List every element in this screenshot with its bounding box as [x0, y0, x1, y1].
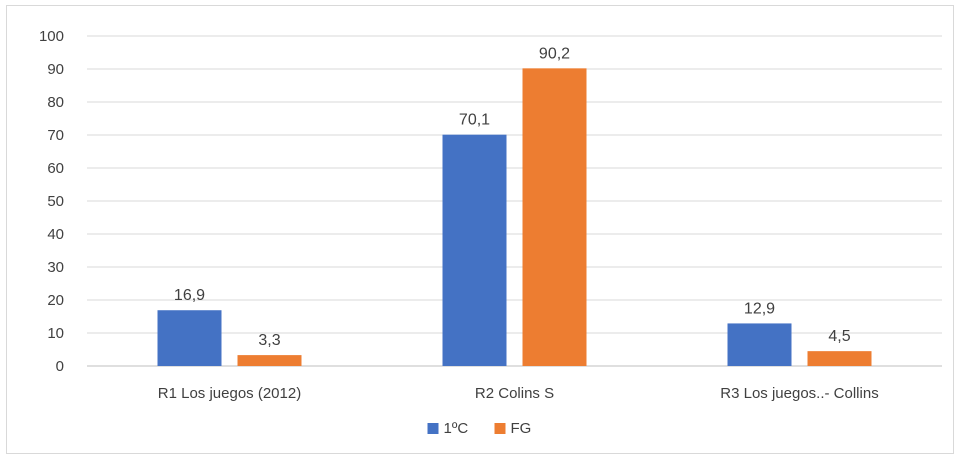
gridlines [87, 35, 942, 367]
y-tick-label: 50 [47, 193, 64, 210]
y-axis-ticks: 0 10 20 30 40 50 60 70 80 90 100 [39, 28, 64, 375]
y-tick-label: 20 [47, 292, 64, 309]
y-tick-label: 10 [47, 325, 64, 342]
y-tick-label: 30 [47, 259, 64, 276]
category-label: R3 Los juegos..- Collins [720, 385, 878, 402]
data-label: 16,9 [174, 287, 205, 304]
legend: 1ºC FG [427, 420, 532, 437]
bar-series2-2 [522, 68, 587, 366]
category-label: R2 Colins S [475, 385, 554, 402]
data-labels: 16,9 3,3 70,1 90,2 12,9 4,5 [174, 45, 851, 349]
y-tick-label: 40 [47, 226, 64, 243]
bars [157, 68, 872, 366]
y-tick-label: 100 [39, 28, 64, 45]
y-tick-label: 80 [47, 94, 64, 111]
bar-series1-2 [442, 134, 507, 366]
data-label: 3,3 [258, 332, 280, 349]
y-tick-label: 60 [47, 160, 64, 177]
bar-series2-1 [237, 355, 302, 366]
x-axis-categories: R1 Los juegos (2012) R2 Colins S R3 Los ju… [158, 385, 879, 402]
y-tick-label: 90 [47, 61, 64, 78]
data-label: 12,9 [744, 300, 775, 317]
bar-series1-3 [727, 323, 792, 366]
legend-label: 1ºC [444, 420, 469, 437]
data-label: 90,2 [539, 45, 570, 62]
bar-series1-1 [157, 310, 222, 366]
data-label: 4,5 [828, 328, 850, 345]
y-tick-label: 0 [56, 358, 64, 375]
data-label: 70,1 [459, 112, 490, 129]
category-label: R1 Los juegos (2012) [158, 385, 301, 402]
y-tick-label: 70 [47, 127, 64, 144]
legend-swatch [494, 423, 506, 434]
bar-series2-3 [807, 351, 872, 366]
legend-label: FG [511, 420, 532, 437]
legend-swatch [427, 423, 439, 434]
